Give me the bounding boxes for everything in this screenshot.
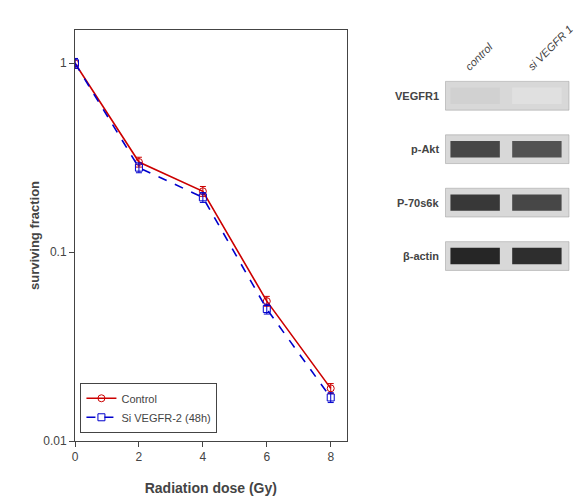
- svg-text:0.01: 0.01: [43, 434, 67, 448]
- svg-text:4: 4: [200, 450, 207, 464]
- svg-text:si VEGFR 1: si VEGFR 1: [525, 23, 575, 73]
- svg-text:P-70s6k: P-70s6k: [397, 197, 439, 209]
- svg-text:control: control: [463, 40, 495, 72]
- svg-text:Radiation dose (Gy): Radiation dose (Gy): [145, 480, 277, 496]
- svg-text:8: 8: [327, 450, 334, 464]
- svg-text:1: 1: [60, 56, 67, 70]
- svg-text:surviving fraction: surviving fraction: [27, 181, 42, 290]
- svg-text:6: 6: [263, 450, 270, 464]
- svg-text:p-Akt: p-Akt: [411, 143, 439, 155]
- svg-text:Si VEGFR-2 (48h): Si VEGFR-2 (48h): [121, 412, 210, 424]
- svg-text:VEGFR1: VEGFR1: [395, 90, 439, 102]
- svg-text:β-actin: β-actin: [403, 250, 439, 262]
- svg-text:0.1: 0.1: [50, 245, 67, 259]
- svg-text:0: 0: [72, 450, 79, 464]
- svg-text:Control: Control: [121, 393, 156, 405]
- svg-text:2: 2: [136, 450, 143, 464]
